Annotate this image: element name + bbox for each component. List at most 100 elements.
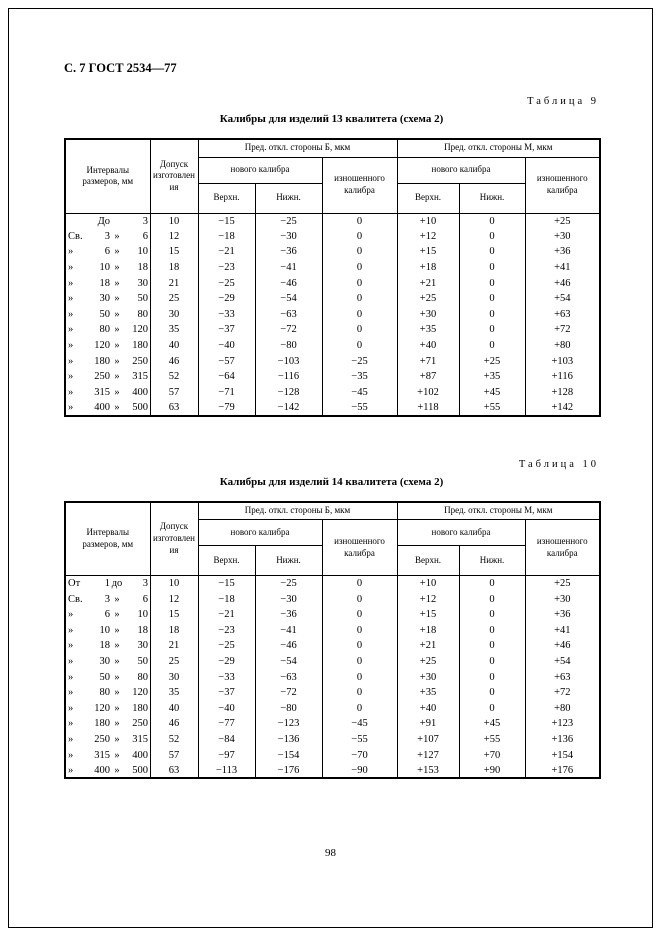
value-cell: +123 [524,716,601,732]
subheader-worn-caliber: изношенного калибра [321,519,398,577]
interval-part: » [68,340,74,352]
table-row: » 6» 10 15 −21 −36 0 +15 0 +36 [64,606,601,623]
value-cell: −23 [197,622,256,639]
value-cell: +10 [396,575,460,592]
value-cell: 0 [458,213,526,229]
interval-part: 315 [132,733,148,745]
interval-part: » [68,371,74,383]
value-cell: 0 [458,606,526,623]
value-cell: 21 [149,275,199,291]
value-cell: 18 [149,259,199,276]
interval-part: 120 [132,324,148,336]
table-row: » 400 » 500 63 −113 −176 −90 +153 +90 +176 [64,762,601,779]
value-cell: 0 [321,322,398,338]
value-cell: −80 [254,337,323,354]
value-cell: −154 [254,747,323,763]
interval-part: » [68,749,74,761]
value-cell: +12 [396,228,460,245]
interval-cell: » 400 » 500 [64,400,151,416]
value-cell: +127 [396,747,460,763]
interval-part: » [114,355,120,367]
value-cell: +18 [396,622,460,639]
value-cell: +63 [524,669,601,685]
interval-part: » [114,593,120,605]
value-cell: 0 [321,591,398,607]
value-cell: 0 [321,244,398,260]
value-cell: −36 [254,606,323,623]
value-cell: 0 [458,306,526,323]
value-cell: −123 [254,716,323,732]
value-cell: −40 [197,700,256,717]
value-cell: −41 [254,259,323,276]
value-cell: 0 [458,653,526,670]
interval-part: 120 [132,687,148,699]
table-row: » 400 » 500 63 −79 −142 −55 +118 +55 +142 [64,400,601,416]
table-row: » 120» 180 40 −40 −80 0 +40 0 +80 [64,700,601,717]
value-cell: −41 [254,622,323,639]
value-cell: −37 [197,322,256,338]
interval-part: » [114,246,120,258]
subheader-lower: Нижн. [254,545,323,577]
interval-part: 80 [137,671,149,683]
interval-part: 80 [137,308,149,320]
value-cell: −25 [254,213,323,229]
value-cell: 12 [149,228,199,245]
value-cell: −15 [197,213,256,229]
value-cell: +25 [524,213,601,229]
value-cell: −90 [321,762,398,779]
value-cell: −54 [254,653,323,670]
value-cell: −142 [254,400,323,416]
interval-part: » [114,764,120,776]
value-cell: 0 [321,213,398,229]
value-cell: −18 [197,228,256,245]
interval-part: 6 [104,246,110,258]
value-cell: +71 [396,353,460,369]
value-cell: −70 [321,747,398,763]
interval-cell: » 80» 120 [64,322,151,338]
value-cell: +116 [524,368,601,385]
table-row: » 10» 18 18 −23 −41 0 +18 0 +41 [64,259,601,276]
value-cell: +25 [524,575,601,592]
value-cell: 18 [149,622,199,639]
interval-part: 10 [137,609,149,621]
value-cell: 0 [458,684,526,701]
value-cell: +54 [524,653,601,670]
document-page: С. 7 ГОСТ 2534—77 Таблица 9 Калибры для … [8,8,653,928]
value-cell: 10 [149,213,199,229]
value-cell: −54 [254,290,323,307]
value-cell: −21 [197,606,256,623]
interval-part: » [114,230,120,242]
table-row: » 10» 18 18 −23 −41 0 +18 0 +41 [64,622,601,639]
value-cell: −57 [197,353,256,369]
interval-part: 50 [137,293,149,305]
value-cell: 0 [458,622,526,639]
interval-part: » [114,324,120,336]
table-row: » 30» 50 25 −29 −54 0 +25 0 +54 [64,653,601,670]
interval-cell: » 6 » 10 [64,606,151,623]
value-cell: 57 [149,384,199,401]
table-row: » 250 » 315 52 −84 −136 −55 +107 +55 +136 [64,731,601,748]
value-cell: 10 [149,575,199,592]
caliber-table-14: Интервалы размеров, мм Допуск изготовлен… [64,500,602,780]
interval-part: » [114,401,120,413]
value-cell: −77 [197,716,256,732]
value-cell: +30 [396,306,460,323]
value-cell: −25 [254,575,323,592]
interval-part: » [68,246,74,258]
interval-part: 3 [104,593,110,605]
value-cell: 63 [149,762,199,779]
value-cell: +72 [524,322,601,338]
value-cell: +80 [524,337,601,354]
interval-part: » [68,702,74,714]
value-cell: −36 [254,244,323,260]
interval-part: » [114,262,120,274]
value-cell: +70 [458,747,526,763]
subheader-lower: Нижн. [458,182,526,214]
interval-part: » [68,609,74,621]
caliber-table-13: Интервалы размеров, мм Допуск изготовлен… [64,138,602,417]
value-cell: +35 [458,368,526,385]
value-cell: 40 [149,337,199,354]
interval-part: 80 [99,324,111,336]
interval-part: Св. [68,230,83,242]
interval-part: 3 [104,230,110,242]
